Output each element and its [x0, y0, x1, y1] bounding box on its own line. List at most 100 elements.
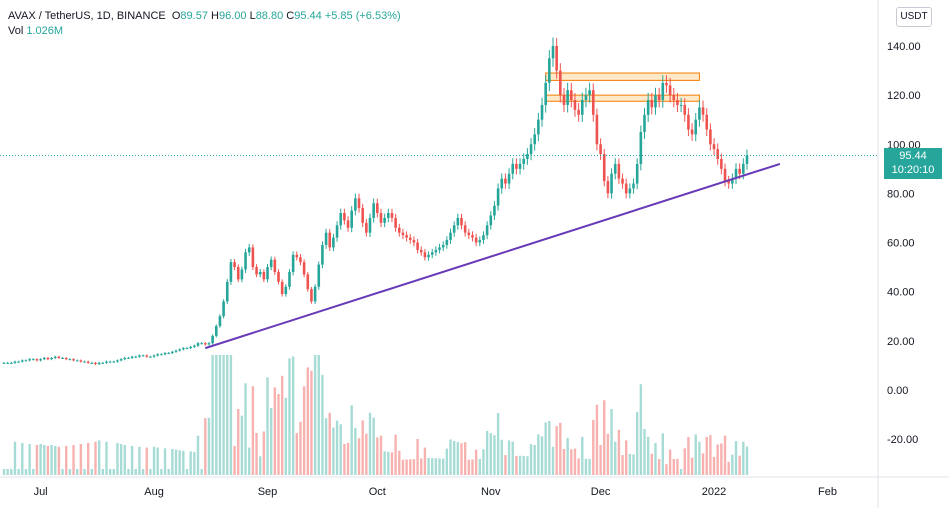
- candle-body: [229, 262, 233, 282]
- volume-bar: [654, 442, 657, 475]
- candle-body: [240, 269, 244, 280]
- candle-body: [258, 271, 262, 275]
- candle-body: [507, 173, 511, 184]
- candle-body: [225, 281, 229, 302]
- candle-body: [427, 254, 430, 258]
- candle-body: [130, 356, 134, 358]
- volume-bar: [504, 455, 507, 475]
- volume-bar: [43, 445, 46, 475]
- volume-bar: [324, 418, 328, 475]
- candle-body: [266, 267, 269, 280]
- candle-body: [405, 235, 408, 238]
- volume-bar: [310, 370, 313, 475]
- candle-body: [105, 361, 108, 363]
- candle-body: [306, 274, 310, 290]
- volume-bar: [361, 420, 364, 475]
- volume-bar: [141, 469, 145, 475]
- volume-bar: [445, 448, 449, 475]
- volume-bar: [390, 452, 394, 475]
- volume-bar: [284, 397, 288, 475]
- high-value: 96.00: [218, 10, 247, 22]
- volume-bar: [533, 445, 536, 475]
- y-tick-label: 0.00: [887, 385, 908, 397]
- volume-bar: [431, 458, 434, 475]
- volume-bar: [566, 437, 569, 475]
- volume-bar: [328, 412, 331, 475]
- y-tick-label: 40.00: [887, 287, 915, 299]
- candle-body: [529, 144, 533, 155]
- volume-bar: [174, 449, 178, 475]
- candle-body: [742, 163, 745, 174]
- x-tick-label: Jul: [34, 486, 48, 498]
- volume-bar: [420, 458, 423, 475]
- volume-bar: [720, 443, 723, 475]
- volume-bar: [130, 445, 134, 475]
- candle-body: [419, 249, 423, 253]
- candle-body: [716, 149, 719, 159]
- volume-bar: [562, 449, 566, 475]
- symbol-label[interactable]: AVAX / TetherUS, 1D, BINANCE: [8, 10, 166, 22]
- candle-body: [24, 360, 28, 362]
- candle-body: [156, 354, 160, 356]
- volume-bar: [94, 441, 97, 475]
- candle-body: [606, 181, 610, 194]
- volume-bar: [291, 356, 295, 475]
- volume-bar: [10, 469, 13, 475]
- volume-bar: [559, 422, 562, 475]
- candle-body: [127, 357, 130, 359]
- volume-bar: [321, 374, 324, 475]
- candle-body: [196, 343, 200, 346]
- volume-bar: [295, 433, 298, 475]
- volume-bar: [460, 443, 463, 475]
- candle-body: [280, 281, 284, 295]
- volume-bar: [134, 469, 137, 475]
- low-label: L: [249, 10, 256, 22]
- volume-bar: [28, 444, 31, 475]
- volume-bar: [306, 367, 309, 475]
- volume-bar: [83, 469, 86, 475]
- chart-legend: AVAX / TetherUS, 1D, BINANCE O89.57 H96.…: [8, 9, 401, 39]
- volume-bar: [595, 404, 599, 475]
- volume-bar: [701, 453, 705, 475]
- candle-body: [50, 357, 53, 360]
- candle-body: [548, 58, 551, 83]
- candle-body: [452, 225, 456, 233]
- volume-bar: [650, 453, 654, 475]
- volume-bar: [635, 411, 639, 475]
- candle-body: [500, 178, 504, 189]
- volume-bar: [365, 433, 368, 475]
- last-price-tag: 95.44 10:20:10: [884, 148, 942, 179]
- candle-body: [577, 109, 580, 115]
- candle-body: [679, 104, 683, 106]
- candle-body: [204, 343, 207, 345]
- volume-bar: [646, 436, 650, 475]
- candle-body: [299, 257, 302, 263]
- volume-bar: [226, 355, 229, 475]
- volume-bar: [548, 421, 551, 475]
- volume-bar: [683, 448, 686, 475]
- volume-bar: [529, 444, 533, 475]
- candle-body: [90, 362, 94, 364]
- volume-bar: [690, 457, 694, 475]
- candle-body: [178, 349, 181, 351]
- candle-body: [214, 326, 218, 336]
- volume-bar: [185, 469, 189, 475]
- volume-bar: [610, 409, 613, 475]
- volume-bar: [237, 409, 240, 475]
- candle-body: [383, 217, 386, 223]
- volume-bar: [511, 441, 514, 475]
- candle-body: [734, 168, 738, 179]
- candle-body: [288, 271, 291, 287]
- candle-body: [163, 353, 167, 355]
- open-label: O: [171, 10, 181, 22]
- volume-bar: [489, 433, 492, 475]
- currency-button[interactable]: USDT: [896, 7, 932, 27]
- volume-bar: [614, 441, 617, 475]
- candle-body: [668, 85, 672, 96]
- volume-bar: [734, 441, 738, 475]
- volume-bar: [156, 447, 159, 475]
- volume-bar: [518, 455, 522, 475]
- resistance-zone: [545, 72, 700, 81]
- volume-bar: [277, 394, 280, 475]
